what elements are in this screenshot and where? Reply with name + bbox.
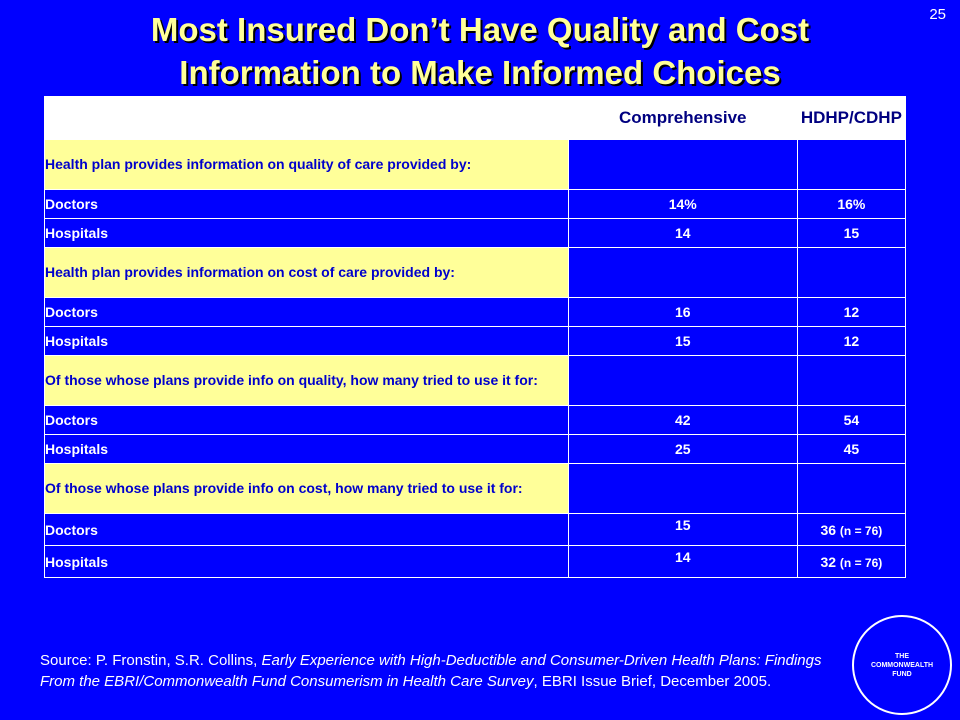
blank-cell: [567, 247, 798, 298]
logo-line: THE: [895, 652, 909, 660]
section-row: Of those whose plans provide info on cos…: [44, 463, 907, 514]
hdhp-value: 12: [796, 326, 907, 356]
table-row: Doctors 14% 16%: [44, 189, 907, 219]
header-blank: [44, 96, 569, 140]
source-suffix: , EBRI Issue Brief, December 2005.: [533, 673, 772, 690]
hdhp-value: 15: [796, 218, 907, 248]
section-label: Of those whose plans provide info on qua…: [44, 355, 569, 406]
slide-number: 25: [929, 6, 946, 23]
slide-title: Most Insured Don’t Have Quality and Cost…: [40, 8, 920, 94]
table-row: Hospitals 15 12: [44, 326, 907, 356]
section-label: Of those whose plans provide info on cos…: [44, 463, 569, 514]
table-row: Doctors 42 54: [44, 405, 907, 435]
row-label: Doctors: [44, 405, 569, 435]
comprehensive-value: 15: [567, 326, 798, 356]
comprehensive-value: 16: [567, 297, 798, 327]
section-row: Health plan provides information on cost…: [44, 247, 907, 298]
blank-cell: [796, 247, 907, 298]
hdhp-value: 36 (n = 76): [796, 513, 907, 546]
blank-cell: [567, 139, 798, 190]
logo-line: COMMONWEALTH: [870, 661, 934, 669]
row-label: Doctors: [44, 189, 569, 219]
row-label: Doctors: [44, 513, 569, 546]
logo-line: FUND: [892, 670, 912, 678]
title-line-1: Most Insured Don’t Have Quality and Cost: [150, 11, 810, 48]
row-label: Hospitals: [44, 545, 569, 578]
header-hdhp: HDHP/CDHP: [796, 96, 907, 140]
comparison-table: Comprehensive HDHP/CDHP Health plan prov…: [44, 96, 907, 578]
hdhp-value: 16%: [796, 189, 907, 219]
blank-cell: [796, 355, 907, 406]
comprehensive-value: 42: [567, 405, 798, 435]
table-row: Hospitals 25 45: [44, 434, 907, 464]
blank-cell: [796, 139, 907, 190]
comprehensive-value: 25: [567, 434, 798, 464]
commonwealth-fund-logo: THE COMMONWEALTH FUND: [852, 615, 952, 715]
hdhp-value: 32 (n = 76): [796, 545, 907, 578]
table-row: Doctors 16 12: [44, 297, 907, 327]
hdhp-value: 54: [796, 405, 907, 435]
section-row: Of those whose plans provide info on qua…: [44, 355, 907, 406]
table-row: Hospitals 14 32 (n = 76): [44, 545, 907, 578]
comprehensive-value: 14: [567, 545, 798, 578]
comprehensive-value: 14%: [567, 189, 798, 219]
row-label: Doctors: [44, 297, 569, 327]
source-citation: Source: P. Fronstin, S.R. Collins, Early…: [40, 650, 840, 692]
blank-cell: [567, 463, 798, 514]
title-line-2: Information to Make Informed Choices: [179, 54, 781, 91]
header-row: Comprehensive HDHP/CDHP: [44, 96, 907, 140]
row-label: Hospitals: [44, 218, 569, 248]
section-row: Health plan provides information on qual…: [44, 139, 907, 190]
row-label: Hospitals: [44, 434, 569, 464]
section-label: Health plan provides information on qual…: [44, 139, 569, 190]
hdhp-value: 45: [796, 434, 907, 464]
source-title: Early Experience with High-Deductible an…: [40, 652, 822, 690]
header-comprehensive: Comprehensive: [567, 96, 798, 140]
blank-cell: [796, 463, 907, 514]
hdhp-value: 12: [796, 297, 907, 327]
table-row: Doctors 15 36 (n = 76): [44, 513, 907, 546]
source-prefix: Source: P. Fronstin, S.R. Collins,: [40, 652, 262, 669]
comprehensive-value: 15: [567, 513, 798, 546]
comprehensive-value: 14: [567, 218, 798, 248]
row-label: Hospitals: [44, 326, 569, 356]
table-row: Hospitals 14 15: [44, 218, 907, 248]
blank-cell: [567, 355, 798, 406]
section-label: Health plan provides information on cost…: [44, 247, 569, 298]
